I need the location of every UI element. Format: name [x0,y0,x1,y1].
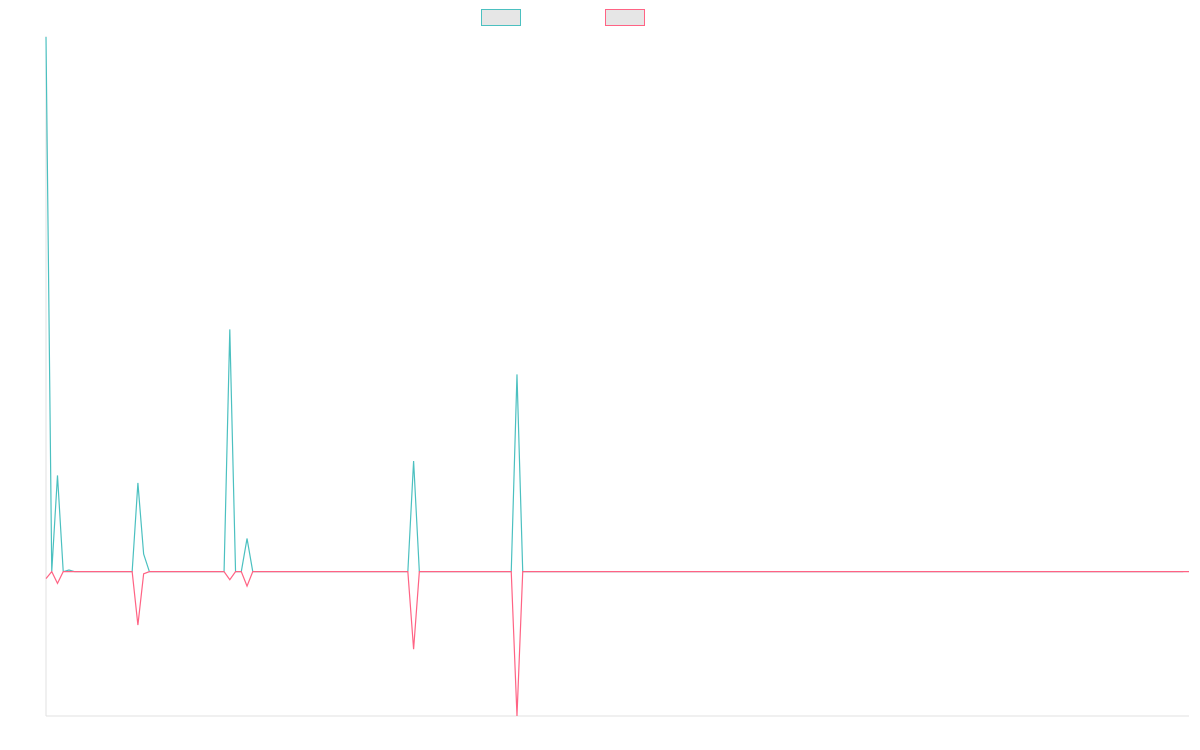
plot-area [45,36,1189,717]
series-line-2 [45,570,1189,717]
legend [481,9,645,26]
axes [45,36,1189,717]
legend-swatch-series-1 [481,9,521,26]
legend-swatch-series-2 [605,9,645,26]
series-line-1 [45,36,1184,573]
